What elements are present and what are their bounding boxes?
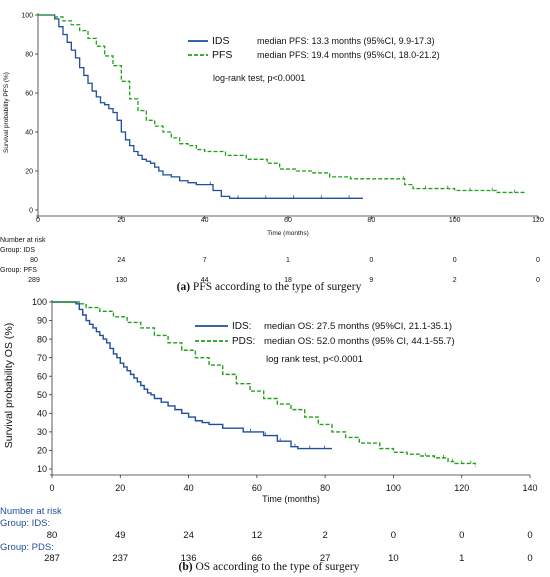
risk-value: 287	[44, 553, 60, 564]
y-tick-label: 80	[37, 334, 47, 344]
figure-caption: (b) OS according to the type of surgery	[179, 561, 360, 573]
risk-value: 0	[527, 530, 532, 541]
figure-caption: (a) PFS according to the type of surgery	[177, 281, 362, 293]
risk-group-label: Group: PDS:	[0, 542, 54, 553]
x-tick-label: 0	[49, 483, 54, 493]
y-tick-label: 40	[25, 129, 33, 136]
risk-value: 1	[459, 553, 464, 564]
risk-value: 80	[47, 530, 58, 541]
survival-curve-ids	[52, 301, 332, 450]
risk-value: 2	[322, 530, 327, 541]
risk-value: 10	[388, 553, 399, 564]
legend-name: IDS	[212, 35, 230, 47]
legend-text: median PFS: 13.3 months (95%CI, 9.9-17.3…	[257, 36, 435, 46]
x-tick-label: 20	[117, 217, 125, 224]
risk-table-title: Number at risk	[0, 237, 46, 244]
y-axis-label: Survival probability PFS (%)	[3, 72, 10, 153]
x-tick-label: 40	[201, 217, 209, 224]
y-tick-label: 20	[37, 446, 47, 456]
risk-group-label: Group: PFS	[0, 267, 37, 274]
x-tick-label: 140	[522, 483, 537, 493]
risk-value: 289	[28, 277, 40, 284]
x-tick-label: 0	[36, 217, 40, 224]
caption-panel-label: (b)	[179, 561, 193, 573]
caption-text: PFS according to the type of surgery	[190, 281, 362, 293]
risk-value: 18	[284, 277, 292, 284]
y-tick-label: 80	[25, 51, 33, 58]
legend-name: PFS	[212, 49, 232, 61]
x-tick-label: 80	[320, 483, 330, 493]
legend-name: PDS:	[232, 336, 255, 347]
risk-group-label: Group: IDS:	[0, 518, 50, 529]
y-tick-label: 30	[37, 427, 47, 437]
risk-value: 0	[453, 257, 457, 264]
y-tick-label: 60	[37, 371, 47, 381]
risk-value: 237	[112, 553, 128, 564]
legend-name: IDS:	[232, 321, 251, 332]
y-tick-label: 20	[25, 168, 33, 175]
legend-text: median OS: 52.0 months (95% CI, 44.1-55.…	[264, 336, 455, 347]
x-tick-label: 100	[386, 483, 401, 493]
y-tick-label: 100	[21, 12, 33, 19]
risk-value: 1	[286, 257, 290, 264]
x-tick-label: 120	[454, 483, 469, 493]
y-axis-label: Survival probability OS (%)	[3, 323, 15, 448]
y-tick-label: 70	[37, 353, 47, 363]
risk-value: 0	[536, 257, 540, 264]
legend-text: median OS: 27.5 months (95%CI, 21.1-35.1…	[264, 321, 452, 332]
y-tick-label: 60	[25, 90, 33, 97]
logrank-annotation: log-rank test, p<0.0001	[213, 73, 305, 83]
y-tick-label: 90	[37, 316, 47, 326]
legend-text: median PFS: 19.4 months (95%CI, 18.0-21.…	[257, 50, 440, 60]
logrank-annotation: log rank test, p<0.0001	[266, 354, 363, 365]
risk-value: 0	[369, 257, 373, 264]
x-axis-label: Time (months)	[267, 230, 309, 237]
risk-value: 7	[203, 257, 207, 264]
risk-table-title: Number at risk	[0, 506, 62, 517]
risk-value: 130	[115, 277, 127, 284]
x-tick-label: 80	[367, 217, 375, 224]
y-tick-label: 50	[37, 390, 47, 400]
x-tick-label: 120	[532, 217, 544, 224]
y-tick-label: 100	[32, 297, 47, 307]
survival-curve-ids	[38, 14, 363, 199]
risk-value: 136	[181, 553, 197, 564]
y-tick-label: 0	[29, 207, 33, 214]
risk-value: 0	[527, 553, 532, 564]
risk-group-label: Group: IDS	[0, 247, 35, 254]
risk-value: 9	[369, 277, 373, 284]
risk-value: 0	[391, 530, 396, 541]
x-tick-label: 60	[252, 483, 262, 493]
caption-panel-label: (a)	[177, 281, 191, 293]
risk-value: 12	[252, 530, 263, 541]
y-tick-label: 40	[37, 408, 47, 418]
risk-value: 24	[183, 530, 194, 541]
risk-value: 80	[30, 257, 38, 264]
risk-value: 0	[459, 530, 464, 541]
y-tick-label: 10	[37, 464, 47, 474]
caption-text: OS according to the type of surgery	[193, 561, 360, 573]
survival-curve-pds	[52, 301, 477, 468]
risk-value: 49	[115, 530, 126, 541]
risk-value: 2	[453, 277, 457, 284]
x-tick-label: 100	[449, 217, 461, 224]
survival-curve-pfs	[38, 14, 526, 194]
x-tick-label: 60	[284, 217, 292, 224]
risk-value: 24	[117, 257, 125, 264]
risk-value: 66	[252, 553, 263, 564]
x-axis-label: Time (months)	[262, 494, 320, 504]
risk-value: 0	[536, 277, 540, 284]
x-tick-label: 20	[115, 483, 125, 493]
x-tick-label: 40	[184, 483, 194, 493]
risk-value: 27	[320, 553, 331, 564]
risk-value: 44	[201, 277, 209, 284]
